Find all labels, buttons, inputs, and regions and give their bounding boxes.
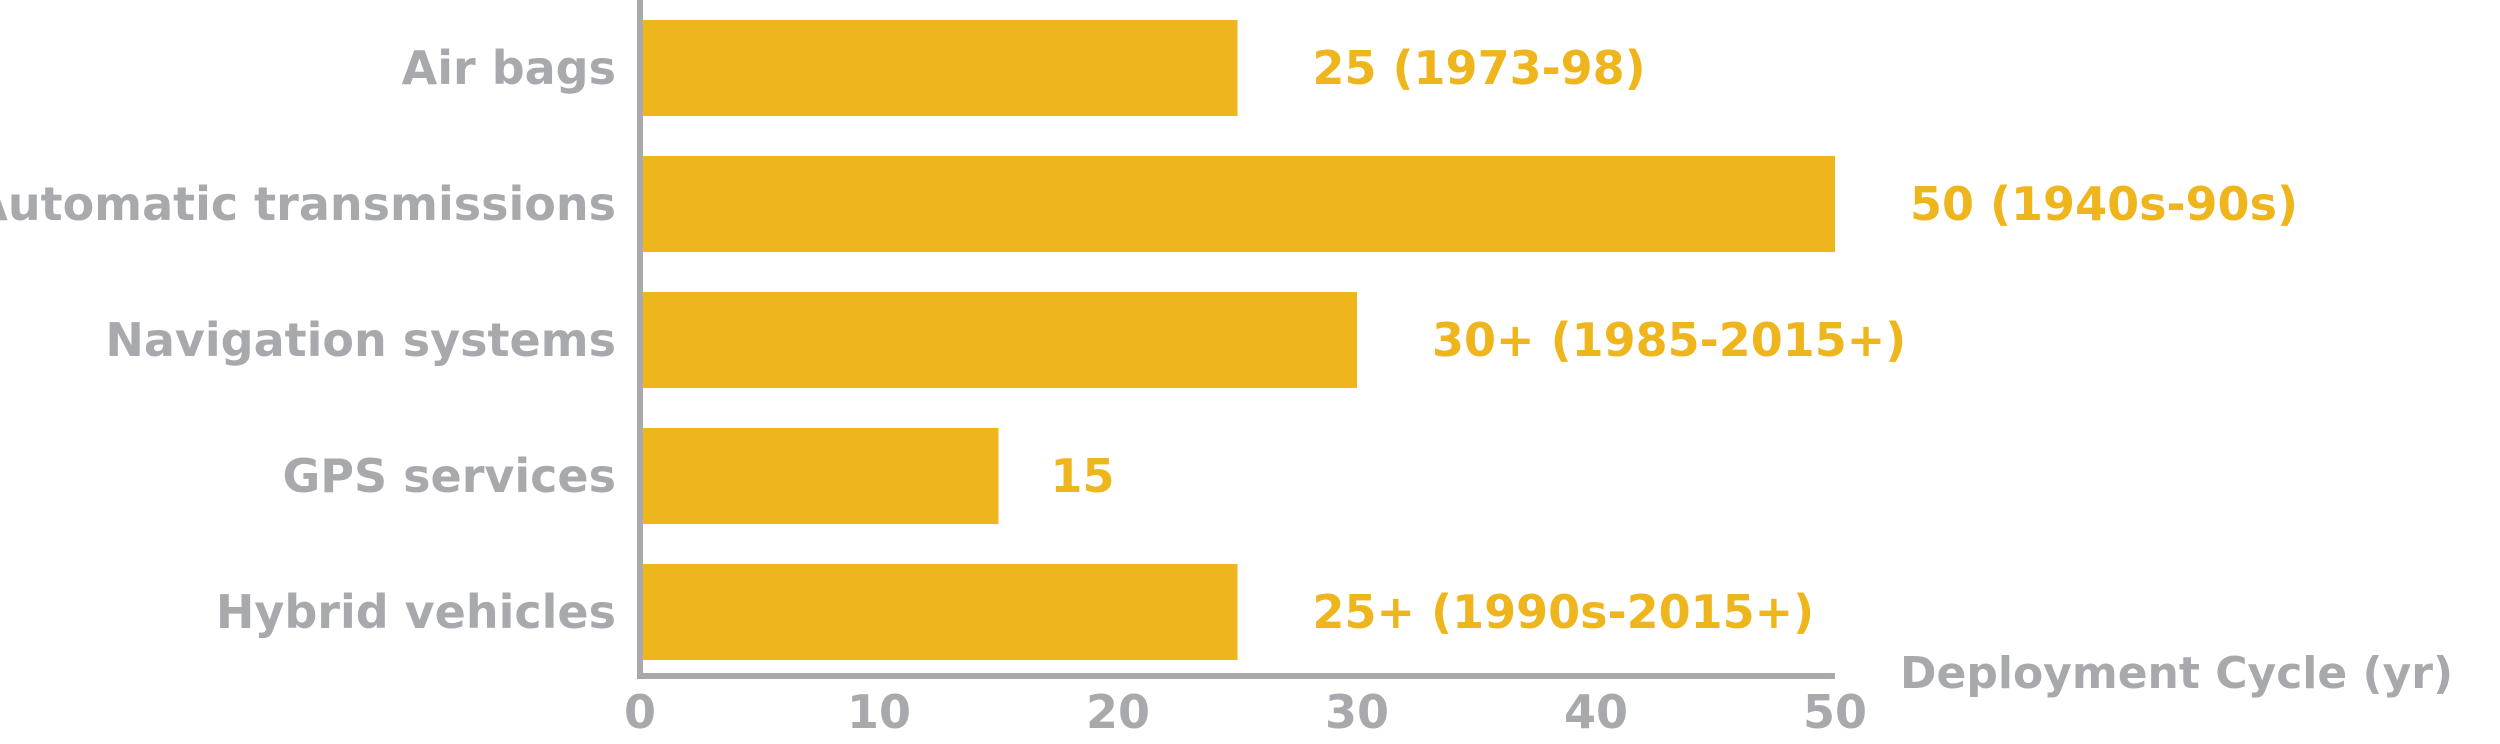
data-label-navigation-systems: 30+ (1985-2015+): [1432, 313, 1906, 367]
category-label-gps-services: GPS services: [283, 449, 616, 503]
category-label-automatic-transmissions: Automatic transmissions: [0, 177, 616, 231]
category-label-air-bags: Air bags: [402, 41, 616, 95]
x-tick-label-10: 10: [847, 685, 911, 739]
bar-air-bags: [640, 20, 1238, 116]
bar-automatic-transmissions: [640, 156, 1835, 252]
x-tick-label-20: 20: [1086, 685, 1150, 739]
labels-layer: Air bags 25 (1973-98) Automatic transmissi…: [0, 41, 2453, 739]
bar-gps-services: [640, 428, 999, 524]
bars-layer: [640, 20, 1835, 660]
data-label-gps-services: 15: [1051, 449, 1115, 503]
axes-layer: [637, 0, 1835, 679]
bar-navigation-systems: [640, 292, 1357, 388]
data-label-air-bags: 25 (1973-98): [1313, 41, 1646, 95]
category-label-navigation-systems: Navigation systems: [105, 313, 616, 367]
x-tick-label-0: 0: [624, 685, 656, 739]
data-label-automatic-transmissions: 50 (1940s-90s): [1910, 177, 2298, 231]
x-tick-label-50: 50: [1803, 685, 1867, 739]
x-tick-label-30: 30: [1325, 685, 1389, 739]
category-label-hybrid-vehicles: Hybrid vehicles: [216, 585, 616, 639]
data-label-hybrid-vehicles: 25+ (1990s-2015+): [1313, 585, 1815, 639]
bar-hybrid-vehicles: [640, 564, 1238, 660]
x-tick-label-40: 40: [1564, 685, 1628, 739]
x-axis-title: Deployment Cycle (yr): [1900, 648, 2453, 699]
